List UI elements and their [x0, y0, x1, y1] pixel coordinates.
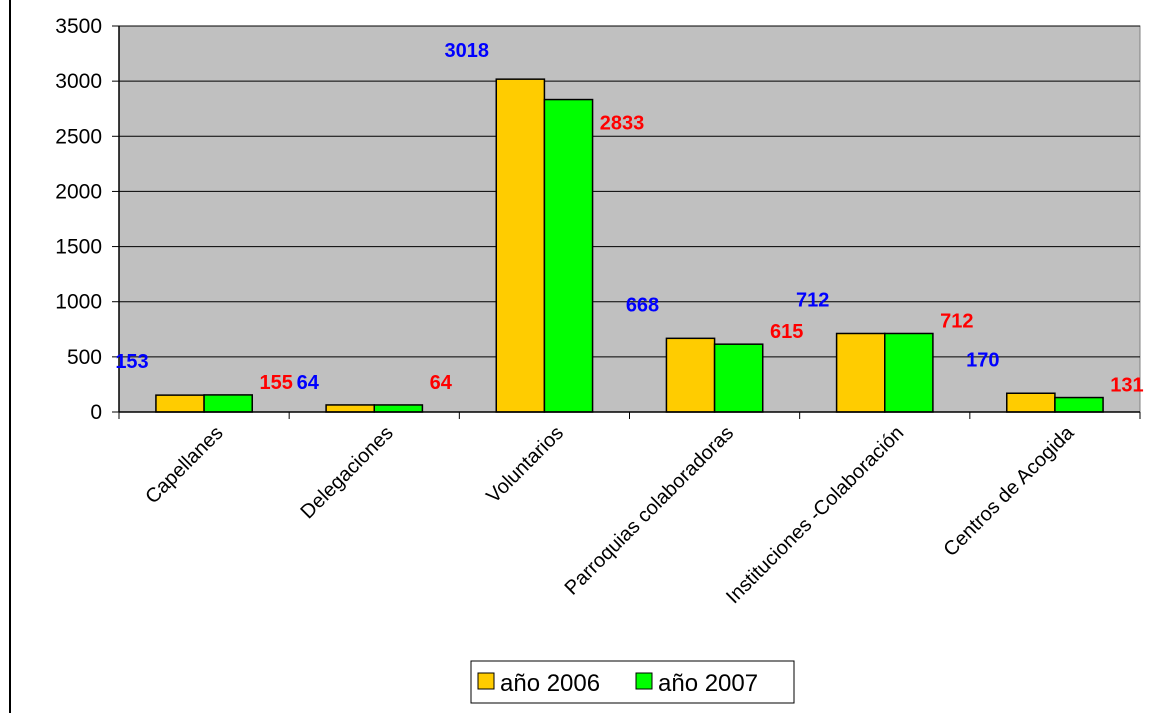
data-label: 153	[115, 351, 148, 373]
legend-label-2007: año 2007	[658, 670, 758, 697]
legend-swatch-2007	[635, 672, 653, 690]
bar-año-2006	[1006, 392, 1056, 413]
x-category-label: Instituciones -Colaboración	[722, 422, 908, 608]
x-category-label: Delegaciones	[297, 422, 398, 523]
bar-año-2006	[495, 78, 546, 413]
legend-label-2006: año 2006	[500, 670, 600, 697]
axes	[112, 25, 1141, 419]
x-category-labels: Capellanes Delegaciones VoluntariosParroqu…	[141, 421, 1079, 608]
y-tick-label: 2500	[55, 125, 102, 148]
data-label: 3018	[445, 40, 490, 62]
bar-año-2006	[155, 394, 205, 413]
legend-swatch-2006	[477, 672, 495, 690]
legend: año 2006 año 2007	[470, 660, 795, 704]
bars	[155, 78, 1104, 413]
data-label: 668	[626, 294, 659, 316]
x-category-label: Centros de Acogida	[939, 421, 1079, 561]
bar-año-2006	[325, 404, 375, 413]
bar-año-2007	[884, 332, 934, 413]
y-tick-label: 3500	[55, 15, 102, 38]
bar-año-2007	[713, 343, 764, 413]
data-label: 2833	[600, 113, 645, 135]
data-label: 170	[966, 349, 999, 371]
data-label: 131	[1110, 375, 1143, 397]
bar-año-2007	[373, 404, 424, 413]
x-category-label: Parroquias colaboradoras	[561, 422, 739, 600]
data-label: 615	[770, 321, 803, 343]
data-label: 712	[940, 310, 973, 332]
bar-año-2006	[665, 337, 716, 413]
y-tick-label: 3000	[55, 70, 102, 93]
x-category-label: Capellanes	[141, 422, 227, 508]
bar-año-2007	[543, 98, 594, 413]
data-label: 155	[259, 372, 292, 394]
y-tick-label: 500	[67, 346, 102, 369]
y-tick-label: 1000	[55, 291, 102, 314]
data-label: 712	[796, 289, 829, 311]
y-tick-label: 0	[90, 401, 102, 424]
data-label: 64	[430, 372, 453, 394]
bar-año-2007	[1054, 396, 1104, 413]
y-tick-labels: 0 500 1000 1500 2000 2500 3000 3500	[55, 15, 102, 424]
y-tick-label: 2000	[55, 180, 102, 203]
bar-año-2006	[835, 332, 886, 413]
gridlines	[119, 25, 1140, 358]
legend-box	[470, 660, 795, 704]
bar-año-2007	[203, 394, 253, 413]
data-label: 64	[297, 372, 320, 394]
y-tick-label: 1500	[55, 236, 102, 259]
x-category-label: Voluntarios	[482, 422, 568, 508]
